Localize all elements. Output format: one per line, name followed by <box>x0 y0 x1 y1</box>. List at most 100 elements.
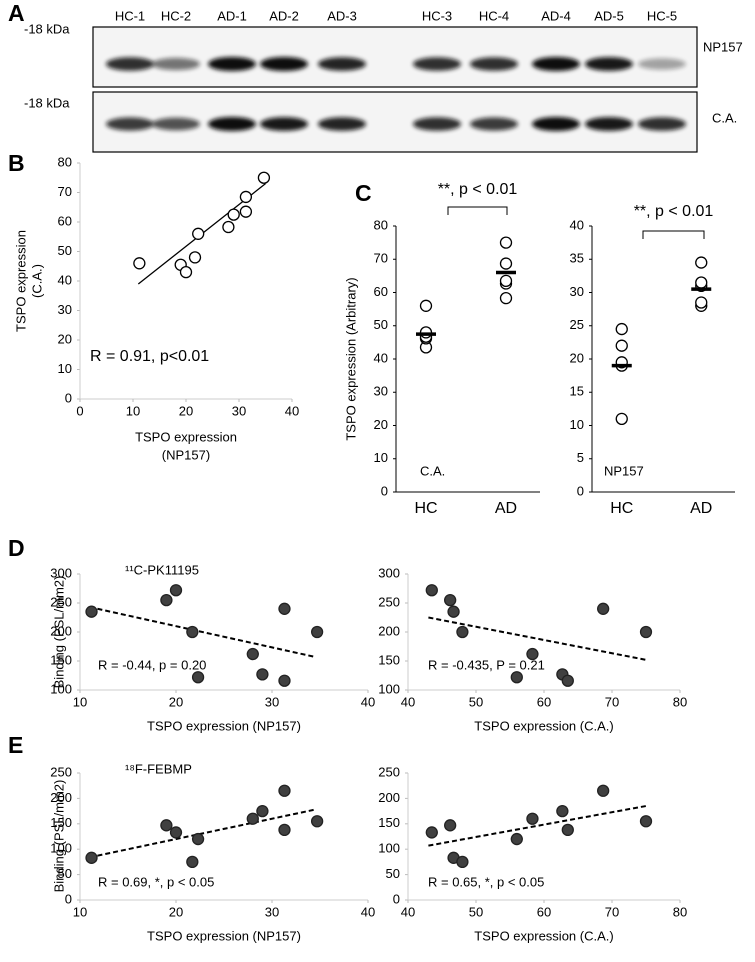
x-tick-label: 40 <box>361 694 375 709</box>
data-point <box>310 625 324 639</box>
data-point <box>186 625 199 639</box>
y-tick-label: 70 <box>374 251 388 266</box>
data-point <box>257 171 271 184</box>
x-tick-label: 0 <box>76 403 83 418</box>
y-tick-label: 250 <box>50 594 72 609</box>
y-tick-label: 30 <box>374 384 388 399</box>
band <box>532 117 580 131</box>
data-point <box>695 296 708 309</box>
band <box>413 117 461 131</box>
trendline <box>428 805 647 847</box>
y-tick-label: 30 <box>570 284 584 299</box>
lane-label: AD-2 <box>269 8 299 23</box>
lane-label: HC-2 <box>161 8 191 23</box>
chart-title: ¹¹C-PK11195 <box>125 562 199 577</box>
y-tick-label: 50 <box>58 243 72 258</box>
data-point <box>133 257 146 270</box>
data-point <box>191 671 205 684</box>
data-point <box>561 823 574 837</box>
lane-label: AD-4 <box>541 8 571 23</box>
lane-label: AD-1 <box>217 8 247 23</box>
data-point <box>310 815 324 828</box>
y-tick-label: 50 <box>58 866 72 881</box>
x-tick-label: 20 <box>179 403 193 418</box>
panel-label: A <box>8 0 25 26</box>
band <box>106 57 154 71</box>
y-axis-label: TSPO expression (Arbitrary) <box>343 277 358 440</box>
trendline <box>428 616 647 661</box>
panel-label: D <box>8 535 25 561</box>
annotation: R = 0.65, *, p < 0.05 <box>428 874 544 889</box>
annotation: R = 0.69, *, p < 0.05 <box>98 874 214 889</box>
data-point <box>615 412 628 426</box>
data-point <box>499 257 513 270</box>
x-tick-label: 50 <box>469 904 483 919</box>
data-point <box>510 832 523 846</box>
y-tick-label: 15 <box>570 384 584 399</box>
y-tick-label: 200 <box>378 623 400 638</box>
band <box>318 117 366 131</box>
data-point <box>256 668 269 681</box>
x-tick-label: 60 <box>537 904 551 919</box>
band <box>470 57 518 71</box>
x-tick-label: 30 <box>265 694 279 709</box>
x-tick-label: HC <box>610 500 633 517</box>
y-tick-label: 20 <box>570 350 584 365</box>
data-point <box>556 804 569 818</box>
y-tick-label: 70 <box>58 184 72 199</box>
y-tick-label: 50 <box>386 866 400 881</box>
y-tick-label: 100 <box>50 841 72 856</box>
data-point <box>160 819 173 832</box>
significance-bracket <box>447 206 508 215</box>
size-marker: -18 kDa <box>24 21 70 36</box>
data-point <box>425 826 438 839</box>
y-tick-label: 40 <box>58 272 72 287</box>
y-tick-label: 10 <box>570 417 584 432</box>
y-tick-label: 200 <box>50 790 72 805</box>
y-tick-label: 100 <box>378 681 400 696</box>
y-tick-label: 300 <box>378 565 400 580</box>
size-marker: -18 kDa <box>24 95 70 110</box>
annotation: C.A. <box>420 463 445 478</box>
annotation: NP157 <box>604 463 644 478</box>
data-point <box>278 784 291 797</box>
x-tick-label: 30 <box>232 403 246 418</box>
x-tick-label: 60 <box>537 694 551 709</box>
x-tick-label: 80 <box>673 694 687 709</box>
y-tick-label: 20 <box>374 417 388 432</box>
data-point <box>246 812 259 825</box>
data-point <box>169 826 183 839</box>
y-tick-label: 200 <box>378 790 400 805</box>
data-point <box>227 208 240 221</box>
data-point <box>278 823 291 837</box>
y-tick-label: 5 <box>577 450 584 465</box>
panel-label: C <box>355 180 372 206</box>
data-point <box>444 593 457 607</box>
annotation: R = -0.44, p = 0.20 <box>98 657 206 672</box>
x-tick-label: 50 <box>469 694 483 709</box>
data-point <box>188 251 202 264</box>
significance-label: **, p < 0.01 <box>438 181 518 198</box>
x-axis-label: TSPO expression (C.A.) <box>474 718 613 733</box>
data-point <box>278 602 291 615</box>
x-tick-label: HC <box>414 500 437 517</box>
data-point <box>186 855 199 869</box>
data-point <box>256 804 269 818</box>
y-tick-label: 20 <box>58 331 72 346</box>
data-point <box>179 265 193 279</box>
data-point <box>499 292 513 305</box>
data-point <box>444 819 457 832</box>
data-point <box>695 276 708 289</box>
lane-label: HC-1 <box>115 8 145 23</box>
x-tick-label: 40 <box>285 403 299 418</box>
data-point <box>561 674 574 687</box>
data-point <box>246 647 259 661</box>
y-tick-label: 100 <box>50 681 72 696</box>
band <box>208 117 256 131</box>
data-point <box>695 256 708 269</box>
band <box>106 117 154 131</box>
x-tick-label: 20 <box>169 904 183 919</box>
x-tick-label: AD <box>690 500 712 517</box>
y-tick-label: 250 <box>50 764 72 779</box>
annotation: R = 0.91, p<0.01 <box>90 348 209 365</box>
